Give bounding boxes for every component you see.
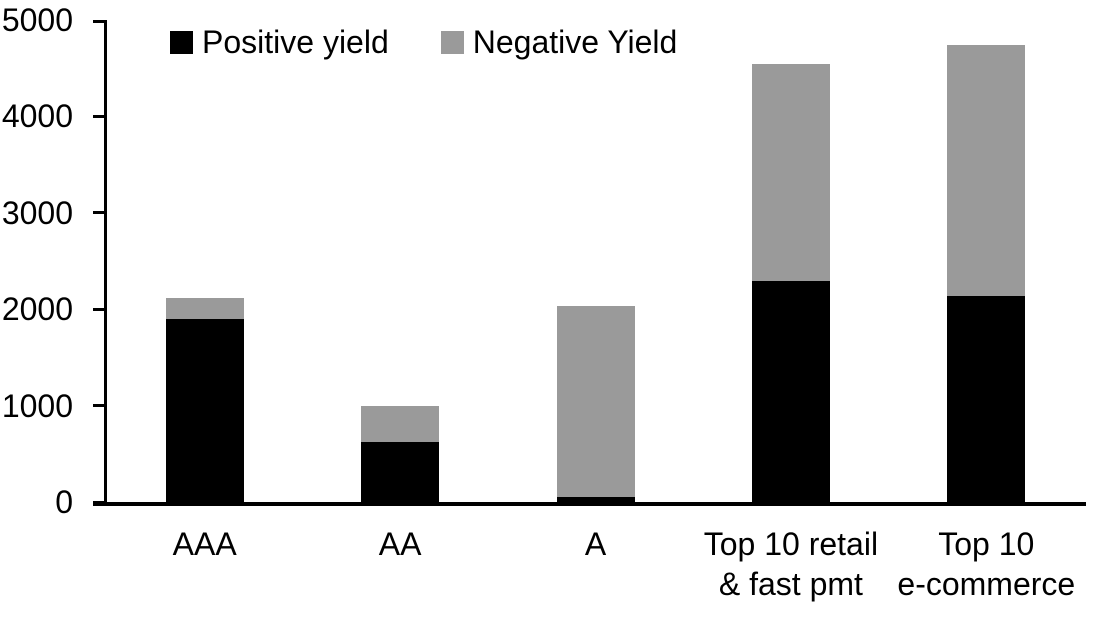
y-axis-tick-label: 5000 [1,2,73,38]
x-axis-label-line: & fast pmt [718,566,863,602]
bar-segment-negative-aaa [165,297,244,319]
x-axis-label-aa: AA [270,524,530,564]
y-axis-tick [93,500,107,504]
negative-yield-swatch-icon [440,30,464,54]
chart-legend: Positive yield Negative Yield [170,24,677,60]
x-axis-label-line: A [584,526,607,562]
bar-segment-negative-a [556,306,635,498]
legend-item-positive-yield: Positive yield [170,24,389,60]
y-axis-tick [93,404,107,408]
y-axis-tick-label: 3000 [1,194,73,231]
bar-segment-positive-top-10-e-commerce [947,295,1026,502]
legend-label-positive-yield: Positive yield [202,24,389,60]
x-axis-label-aaa: AAA [75,524,335,564]
x-axis-label-line: e-commerce [897,566,1076,602]
bar-segment-positive-aaa [165,318,244,502]
bar-segment-positive-aa [361,442,440,502]
y-axis-tick-label: 1000 [1,387,73,424]
legend-item-negative-yield: Negative Yield [440,24,678,60]
y-axis-tick [93,114,107,118]
x-axis-label-line: Top 10 retail [703,526,879,562]
x-axis-label-a: A [466,524,726,564]
y-axis-tick-label: 0 [55,484,73,520]
x-axis-label-line: AAA [172,526,237,562]
x-axis-label-top-10-retail-fast-pmt: Top 10 retail & fast pmt [661,524,921,604]
bar-segment-positive-top-10-retail-fast-pmt [751,281,830,502]
plot-area: 0 1000 2000 3000 4000 5000 [2,4,1086,518]
y-axis-line [104,20,107,502]
bar-segment-positive-a [556,497,635,502]
y-axis-tick [93,20,107,23]
y-axis-tick [93,211,107,215]
y-axis-tick-label: 2000 [1,291,73,328]
x-axis-label-top-10-e-commerce: Top 10 e-commerce [856,524,1102,604]
bar-segment-negative-aa [361,405,440,443]
legend-label-negative-yield: Negative Yield [472,24,678,60]
x-axis-label-line: AA [378,526,422,562]
positive-yield-swatch-icon [170,30,193,54]
y-axis-tick-label: 4000 [1,98,73,135]
y-axis-tick [93,307,107,311]
bar-segment-negative-top-10-retail-fast-pmt [751,64,830,282]
x-axis-line [93,502,1086,506]
bar-segment-negative-top-10-e-commerce [947,45,1026,296]
x-axis-label-line: Top 10 [938,526,1035,562]
